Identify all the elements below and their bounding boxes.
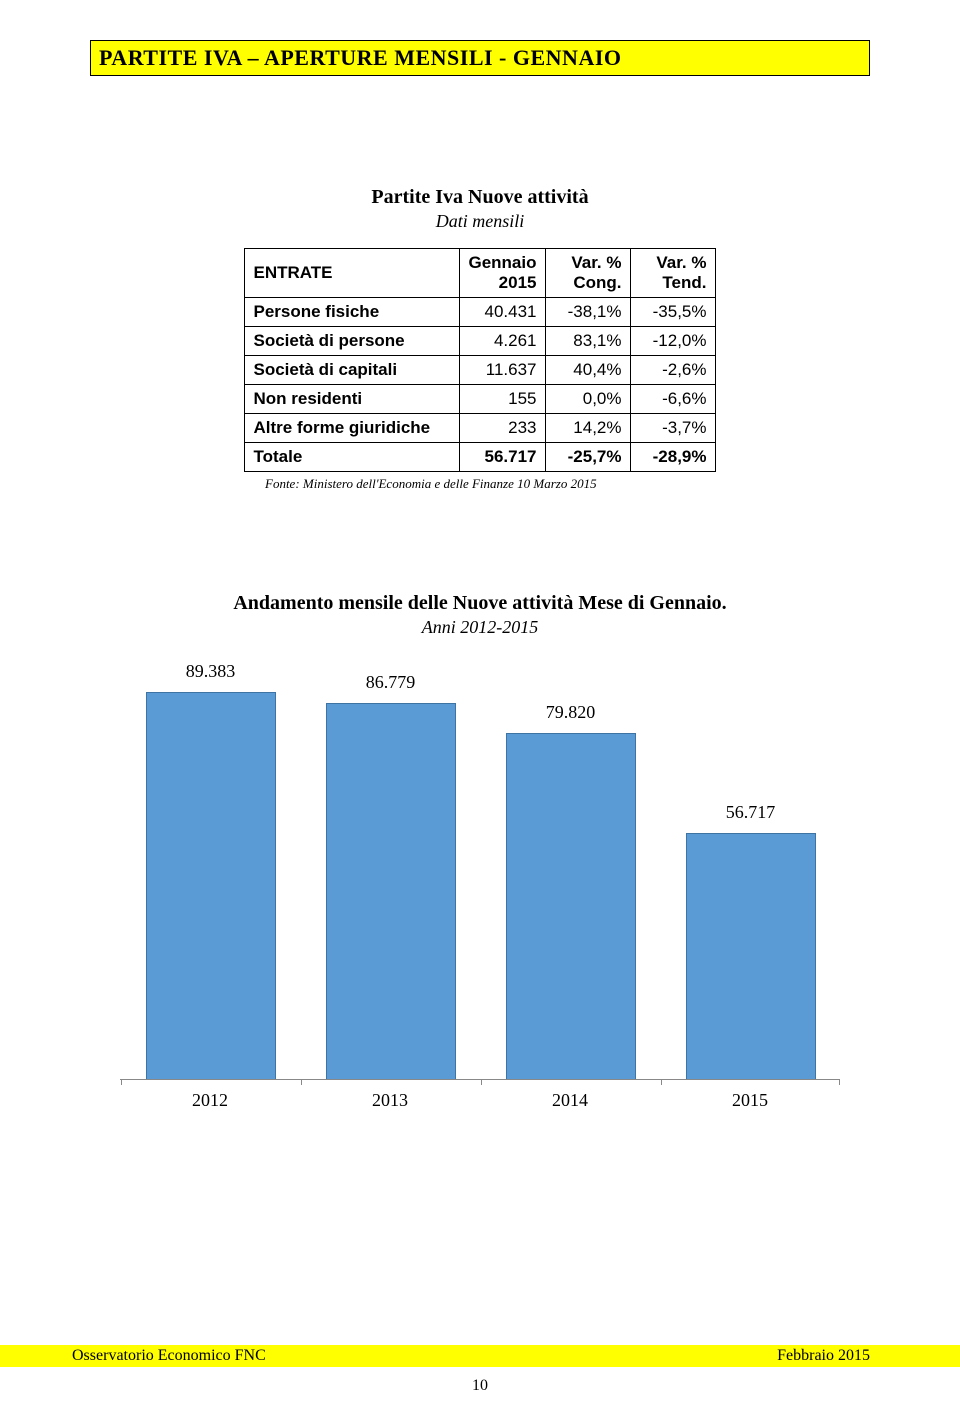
table-row: Totale56.717-25,7%-28,9% bbox=[245, 443, 715, 472]
footer-left: Osservatorio Economico FNC bbox=[72, 1347, 266, 1365]
chart-x-axis: 2012201320142015 bbox=[120, 1090, 840, 1111]
bar bbox=[686, 833, 816, 1079]
axis-tick bbox=[301, 1079, 302, 1085]
bar-value-label: 86.779 bbox=[366, 672, 416, 693]
bar bbox=[506, 733, 636, 1079]
row-value: 14,2% bbox=[545, 414, 630, 443]
bar bbox=[326, 703, 456, 1079]
row-value: -28,9% bbox=[630, 443, 715, 472]
bar-chart: 89.383 86.779 79.820 56.717 201220132014201… bbox=[120, 660, 840, 1111]
row-value: 11.637 bbox=[460, 356, 545, 385]
row-label: Totale bbox=[245, 443, 460, 472]
table-row: Non residenti1550,0%-6,6% bbox=[245, 385, 715, 414]
col-header-var-cong: Var. % Cong. bbox=[545, 249, 630, 298]
bar-value-label: 56.717 bbox=[726, 802, 776, 823]
table-header-row: ENTRATE Gennaio 2015 Var. % Cong. Var. %… bbox=[245, 249, 715, 298]
row-value: -2,6% bbox=[630, 356, 715, 385]
table-row: Persone fisiche40.431-38,1%-35,5% bbox=[245, 298, 715, 327]
row-label: Altre forme giuridiche bbox=[245, 414, 460, 443]
chart-column: 56.717 bbox=[660, 660, 840, 1079]
axis-tick bbox=[121, 1079, 122, 1085]
bar-value-label: 79.820 bbox=[546, 702, 596, 723]
row-value: 4.261 bbox=[460, 327, 545, 356]
table-row: Società di capitali11.63740,4%-2,6% bbox=[245, 356, 715, 385]
row-label: Non residenti bbox=[245, 385, 460, 414]
x-axis-label: 2012 bbox=[120, 1090, 300, 1111]
chart-column: 79.820 bbox=[480, 660, 660, 1079]
table-row: Altre forme giuridiche23314,2%-3,7% bbox=[245, 414, 715, 443]
table-body: Persone fisiche40.431-38,1%-35,5%Società… bbox=[245, 298, 715, 472]
footer-right: Febbraio 2015 bbox=[777, 1347, 870, 1365]
x-axis-label: 2015 bbox=[660, 1090, 840, 1111]
row-value: 83,1% bbox=[545, 327, 630, 356]
row-value: 40.431 bbox=[460, 298, 545, 327]
row-value: 155 bbox=[460, 385, 545, 414]
bar bbox=[146, 692, 276, 1079]
chart-title: Andamento mensile delle Nuove attività M… bbox=[90, 592, 870, 615]
chart-plot-area: 89.383 86.779 79.820 56.717 bbox=[120, 660, 840, 1080]
axis-tick bbox=[481, 1079, 482, 1085]
col-header-var-tend: Var. % Tend. bbox=[630, 249, 715, 298]
col-header-entrate: ENTRATE bbox=[245, 249, 460, 298]
row-value: 56.717 bbox=[460, 443, 545, 472]
banner-text: PARTITE IVA – APERTURE MENSILI - GENNAIO bbox=[99, 45, 622, 70]
x-axis-label: 2013 bbox=[300, 1090, 480, 1111]
row-label: Società di capitali bbox=[245, 356, 460, 385]
page-banner: PARTITE IVA – APERTURE MENSILI - GENNAIO bbox=[90, 40, 870, 76]
table-row: Società di persone4.26183,1%-12,0% bbox=[245, 327, 715, 356]
axis-tick bbox=[839, 1079, 840, 1085]
data-table: ENTRATE Gennaio 2015 Var. % Cong. Var. %… bbox=[244, 248, 715, 472]
col-header-gennaio: Gennaio 2015 bbox=[460, 249, 545, 298]
row-value: 233 bbox=[460, 414, 545, 443]
page-number: 10 bbox=[0, 1377, 960, 1395]
axis-tick bbox=[661, 1079, 662, 1085]
row-label: Società di persone bbox=[245, 327, 460, 356]
row-value: -35,5% bbox=[630, 298, 715, 327]
table-source: Fonte: Ministero dell'Economia e delle F… bbox=[265, 476, 870, 492]
row-value: -38,1% bbox=[545, 298, 630, 327]
row-label: Persone fisiche bbox=[245, 298, 460, 327]
row-value: -12,0% bbox=[630, 327, 715, 356]
chart-column: 89.383 bbox=[120, 660, 300, 1079]
page-footer-bar: Osservatorio Economico FNC Febbraio 2015 bbox=[0, 1345, 960, 1367]
row-value: 40,4% bbox=[545, 356, 630, 385]
table-subtitle: Dati mensili bbox=[90, 211, 870, 232]
row-value: -3,7% bbox=[630, 414, 715, 443]
bar-value-label: 89.383 bbox=[186, 661, 236, 682]
chart-subtitle: Anni 2012-2015 bbox=[90, 617, 870, 638]
table-title: Partite Iva Nuove attività bbox=[90, 186, 870, 209]
chart-column: 86.779 bbox=[300, 660, 480, 1079]
row-value: 0,0% bbox=[545, 385, 630, 414]
row-value: -25,7% bbox=[545, 443, 630, 472]
row-value: -6,6% bbox=[630, 385, 715, 414]
x-axis-label: 2014 bbox=[480, 1090, 660, 1111]
